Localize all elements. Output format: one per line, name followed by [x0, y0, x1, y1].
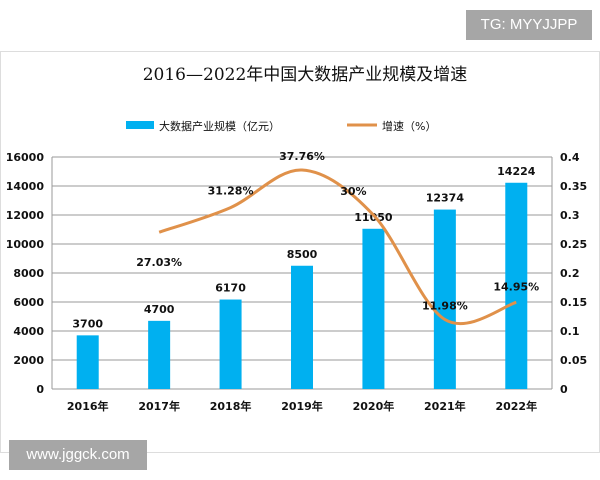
y-right-tick: 0.1 [560, 325, 580, 338]
bar-label: 8500 [287, 248, 318, 261]
line-label: 11.98% [422, 300, 468, 313]
bar [76, 335, 99, 389]
legend-bar-swatch [126, 121, 154, 129]
y-right-tick: 0.2 [560, 267, 580, 280]
growth-line [158, 168, 517, 326]
y-left-tick: 16000 [6, 151, 45, 164]
line-label: 37.76% [279, 150, 325, 163]
line-label: 31.28% [208, 185, 254, 198]
y-left-tick: 14000 [6, 180, 45, 193]
x-tick: 2017年 [138, 399, 180, 413]
y-left-tick: 0 [36, 383, 44, 396]
y-right-tick: 0.3 [560, 209, 580, 222]
bar [362, 228, 385, 389]
line-label: 14.95% [493, 280, 539, 293]
line-label: 30% [340, 185, 366, 198]
legend-line-label: 增速（%） [382, 119, 436, 133]
bar-label: 14224 [497, 165, 536, 178]
y-right-tick: 0.15 [560, 296, 587, 309]
watermark-bottom: www.jggck.com [9, 440, 147, 470]
y-left-tick: 12000 [6, 209, 45, 222]
y-right-tick: 0.25 [560, 238, 587, 251]
bar [291, 265, 313, 389]
y-left-tick: 2000 [13, 354, 44, 367]
bar-label: 12374 [426, 192, 465, 205]
x-tick: 2019年 [281, 399, 323, 413]
bar-label: 6170 [215, 282, 246, 295]
legend-bar-label: 大数据产业规模（亿元） [159, 119, 280, 133]
x-tick: 2022年 [495, 399, 537, 413]
y-left-tick: 10000 [6, 238, 45, 251]
y-left-tick: 4000 [13, 325, 44, 338]
y-right-tick: 0 [560, 383, 568, 396]
bar [219, 299, 242, 389]
bar-label: 3700 [72, 317, 103, 330]
x-tick: 2018年 [210, 399, 252, 413]
watermark-top: TG: MYYJJPP [466, 10, 592, 40]
chart-title: 2016—2022年中国大数据产业规模及增速 [143, 65, 468, 85]
x-tick: 2016年 [67, 399, 109, 413]
y-right-tick: 0.05 [560, 354, 587, 367]
bar-label: 4700 [144, 303, 175, 316]
y-right-tick: 0.35 [560, 180, 587, 193]
line-label: 27.03% [136, 256, 182, 269]
y-left-tick: 8000 [13, 267, 44, 280]
y-right-tick: 0.4 [560, 151, 580, 164]
y-left-tick: 6000 [13, 296, 44, 309]
x-tick: 2020年 [353, 399, 395, 413]
bar [148, 320, 171, 389]
bar [433, 209, 456, 389]
bar [505, 182, 528, 389]
x-tick: 2021年 [424, 399, 466, 413]
